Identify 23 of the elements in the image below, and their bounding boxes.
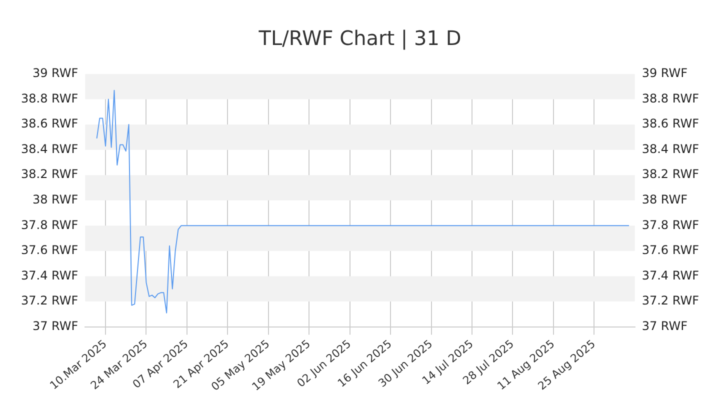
y2-tick-label: 37 RWF [642, 318, 688, 333]
y2-tick-label: 38.4 RWF [642, 142, 700, 156]
y2-tick-label: 38.8 RWF [642, 91, 700, 106]
y-tick-label: 39 RWF [32, 66, 78, 80]
y-tick-label: 37.8 RWF [20, 218, 78, 232]
y2-tick-label: 38.6 RWF [642, 116, 700, 131]
y-tick-label: 38.2 RWF [20, 167, 78, 182]
y2-tick-label: 38.2 RWF [642, 167, 700, 182]
y2-tick-label: 37.2 RWF [642, 294, 700, 308]
y-tick-label: 37.2 RWF [20, 294, 78, 308]
y-tick-label: 38.6 RWF [20, 116, 78, 131]
y-tick-label: 38 RWF [32, 192, 78, 207]
y-tick-label: 38.4 RWF [20, 142, 78, 156]
y-tick-label: 37.6 RWF [20, 243, 78, 258]
y2-tick-label: 37.4 RWF [642, 268, 700, 282]
y-tick-label: 37 RWF [32, 318, 78, 333]
chart-title: TL/RWF Chart | 31 D [258, 26, 462, 50]
y2-tick-label: 38 RWF [642, 192, 688, 207]
y-tick-label: 38.8 RWF [20, 91, 78, 106]
y2-tick-label: 37.6 RWF [642, 243, 700, 258]
y-tick-label: 37.4 RWF [20, 268, 78, 282]
y2-tick-label: 37.8 RWF [642, 218, 700, 232]
y2-tick-label: 39 RWF [642, 66, 688, 80]
